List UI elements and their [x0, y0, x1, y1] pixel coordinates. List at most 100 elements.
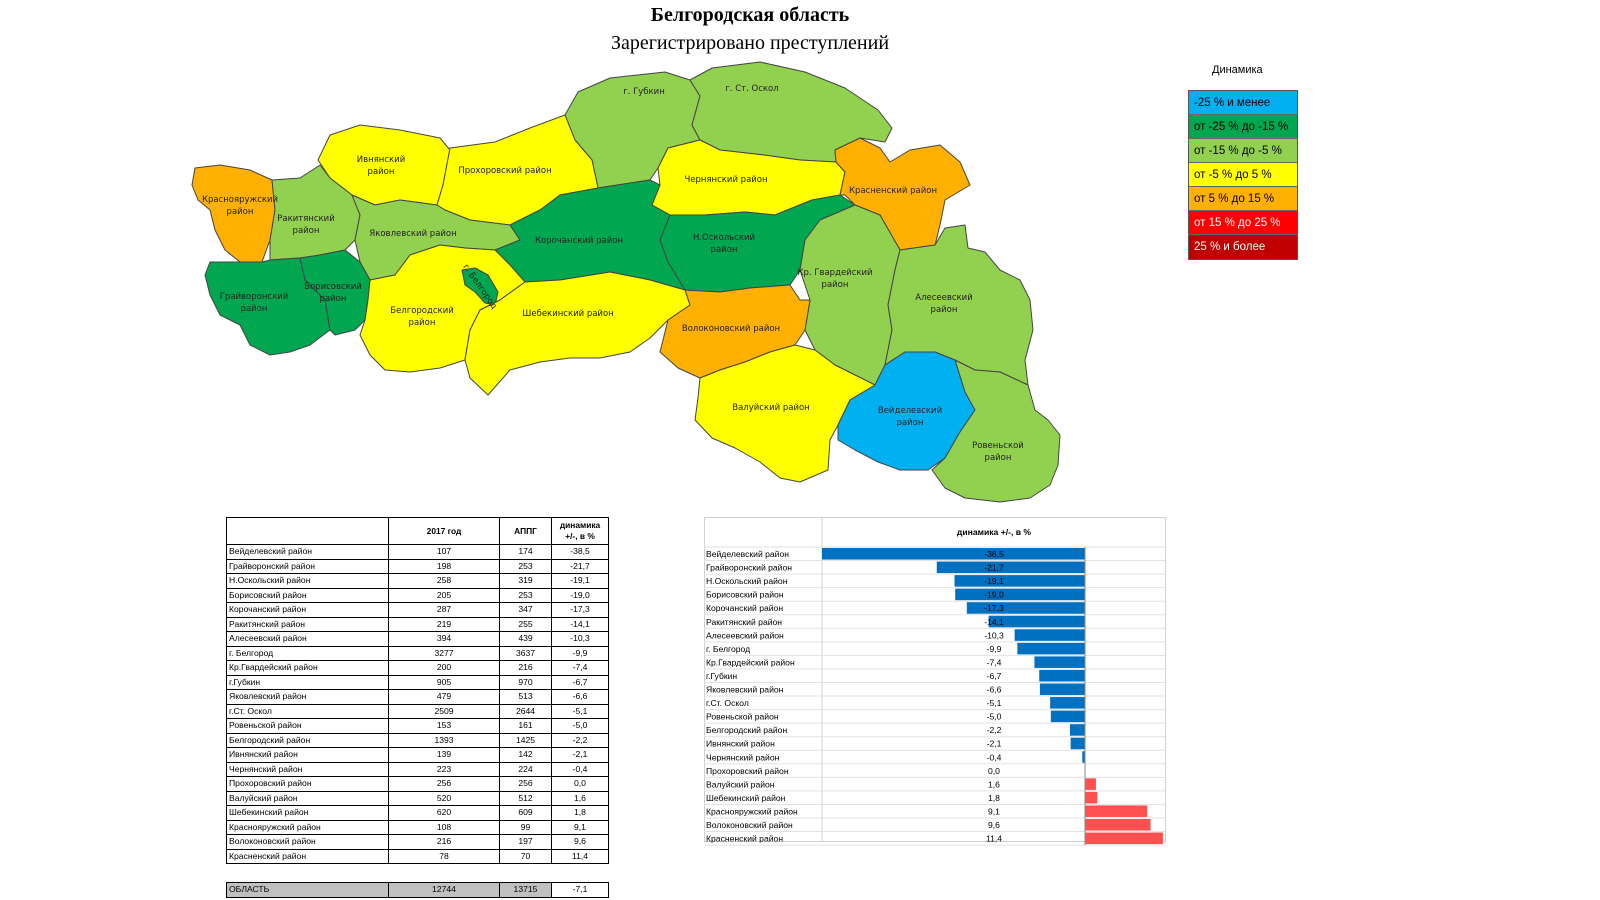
table-spacer-row: [226, 863, 609, 883]
legend-item: от -5 % до 5 %: [1189, 163, 1297, 187]
table-header-name: [226, 517, 389, 545]
row-prev: 161: [499, 718, 552, 734]
map-label-krasnogvardeysky: Кр. Гвардейский: [797, 268, 872, 278]
row-2017: 216: [388, 834, 500, 850]
row-name: Ровеньской район: [226, 718, 389, 734]
chart-bar: [1085, 805, 1148, 817]
row-2017: 287: [388, 602, 500, 618]
chart-value-label: 9,1: [988, 806, 1000, 816]
chart-value-label: 1,6: [988, 779, 1000, 789]
row-name: Белгородский район: [226, 732, 389, 748]
row-name: Корочанский район: [226, 602, 389, 618]
row-2017: 3277: [388, 645, 500, 661]
table-header-prev: АППГ: [499, 517, 552, 545]
table-row: Прохоровский район 256 256 0,0: [226, 776, 609, 792]
table-row: Кр.Гвардейский район 200 216 -7,4: [226, 660, 609, 676]
chart-bar: [1050, 710, 1085, 723]
table-header-row: 2017 год АППГ динамика +/-, в %: [226, 517, 609, 545]
chart-category-label: Ровеньской район: [706, 712, 779, 722]
table-row: г. Белгород 3277 3637 -9,9: [226, 645, 609, 661]
map-region-grayvoron[interactable]: [204, 257, 331, 356]
row-dynamics: -0,4: [551, 761, 609, 777]
map-label-novy-oskol: Н.Оскольский: [693, 233, 755, 243]
row-dynamics: -38,5: [551, 544, 609, 560]
row-2017: 905: [388, 674, 500, 690]
map-label-rakitnoe: Ракитянский: [277, 214, 334, 224]
row-2017: 153: [388, 718, 500, 734]
region-map: г. Губкин г. Ст. Оскол Ивнянский район П…: [191, 61, 1061, 503]
row-2017: 198: [388, 558, 500, 574]
legend-item: -25 % и менее: [1189, 91, 1297, 115]
map-label-st-oskol: г. Ст. Оскол: [725, 84, 778, 94]
chart-bar: [1070, 737, 1085, 750]
chart-category-label: Прохоровский район: [706, 766, 789, 776]
table-row: Краснояружский район 108 99 9,1: [226, 819, 609, 835]
table-row: Ивнянский район 139 142 -2,1: [226, 747, 609, 763]
chart-bar: [1039, 669, 1085, 682]
map-label-volokonovka: Волоконовский район: [682, 324, 780, 334]
map-label-rovenki: Ровеньской: [972, 441, 1024, 451]
table-row: Н.Оскольский район 258 319 -19,1: [226, 573, 609, 589]
chart-category-label: Краснояружский район: [706, 806, 798, 816]
chart-category-label: Чернянский район: [706, 752, 780, 762]
chart-value-label: -7,4: [987, 657, 1002, 667]
chart-bar: [1017, 642, 1085, 655]
table-row: г.Ст. Оскол 2509 2644 -5,1: [226, 703, 609, 719]
map-label-grayvoron: Грайворонский: [220, 292, 289, 302]
row-2017: 223: [388, 761, 500, 777]
row-2017: 1393: [388, 732, 500, 748]
chart-category-label: Красненский район: [706, 834, 783, 844]
row-dynamics: -21,7: [551, 558, 609, 574]
chart-value-label: 0,0: [988, 766, 1000, 776]
map-label-borisovka: Борисовский: [304, 282, 362, 292]
row-dynamics: -6,7: [551, 674, 609, 690]
map-region-shebekino[interactable]: [464, 271, 691, 396]
chart-category-label: Белгородский район: [706, 725, 787, 735]
row-2017: 394: [388, 631, 500, 647]
legend-title: Динамика: [1212, 64, 1263, 76]
map-region-krasnoe[interactable]: [834, 137, 971, 251]
row-prev: 253: [499, 558, 552, 574]
chart-bar: [955, 588, 1085, 601]
dynamics-bar-chart: динамика +/-, в % Вейделевский район -38,5…: [704, 517, 1166, 846]
chart-bar: [1069, 724, 1085, 736]
row-dynamics: -2,2: [551, 732, 609, 748]
row-prev: 99: [499, 819, 552, 835]
chart-value-label: -0,4: [987, 752, 1002, 762]
row-2017: 256: [388, 776, 500, 792]
row-prev: 174: [499, 544, 552, 560]
chart-title: динамика +/-, в %: [957, 527, 1032, 537]
row-prev: 224: [499, 761, 552, 777]
chart-bar: [1085, 832, 1163, 845]
row-prev: 319: [499, 573, 552, 589]
map-label-borisovka-2: район: [320, 294, 347, 304]
table-row: г.Губкин 905 970 -6,7: [226, 674, 609, 690]
row-dynamics: 9,6: [551, 834, 609, 850]
map-label-rovenki-2: район: [985, 453, 1012, 463]
chart-category-label: Ивнянский район: [706, 739, 775, 749]
row-dynamics: -10,3: [551, 631, 609, 647]
row-name: Краснояружский район: [226, 819, 389, 835]
chart-category-label: Валуйский район: [706, 779, 775, 789]
row-prev: 3637: [499, 645, 552, 661]
row-dynamics: -5,0: [551, 718, 609, 734]
row-prev: 253: [499, 587, 552, 603]
table-row: Грайворонский район 198 253 -21,7: [226, 558, 609, 574]
row-name: ОБЛАСТЬ: [226, 882, 389, 898]
map-subtitle: Зарегистрировано преступлений: [610, 32, 890, 54]
map-label-novy-oskol-2: район: [711, 245, 738, 255]
chart-value-label: 1,8: [988, 793, 1000, 803]
row-name: Кр.Гвардейский район: [226, 660, 389, 676]
row-dynamics: 0,0: [551, 776, 609, 792]
chart-category-label: Ракитянский район: [706, 617, 782, 627]
row-dynamics: 1,6: [551, 790, 609, 806]
map-region-rakitnoe[interactable]: [269, 164, 361, 261]
map-region-rovenki[interactable]: [931, 359, 1061, 503]
row-2017: 139: [388, 747, 500, 763]
row-name: Яковлевский район: [226, 689, 389, 705]
chart-category-label: Н.Оскольский район: [706, 576, 788, 586]
chart-value-label: 9,6: [988, 820, 1000, 830]
legend: -25 % и менее от -25 % до -15 % от -15 % д…: [1188, 90, 1298, 260]
map-label-krasnogvardeysky-2: район: [822, 280, 849, 290]
row-dynamics: -5,1: [551, 703, 609, 719]
